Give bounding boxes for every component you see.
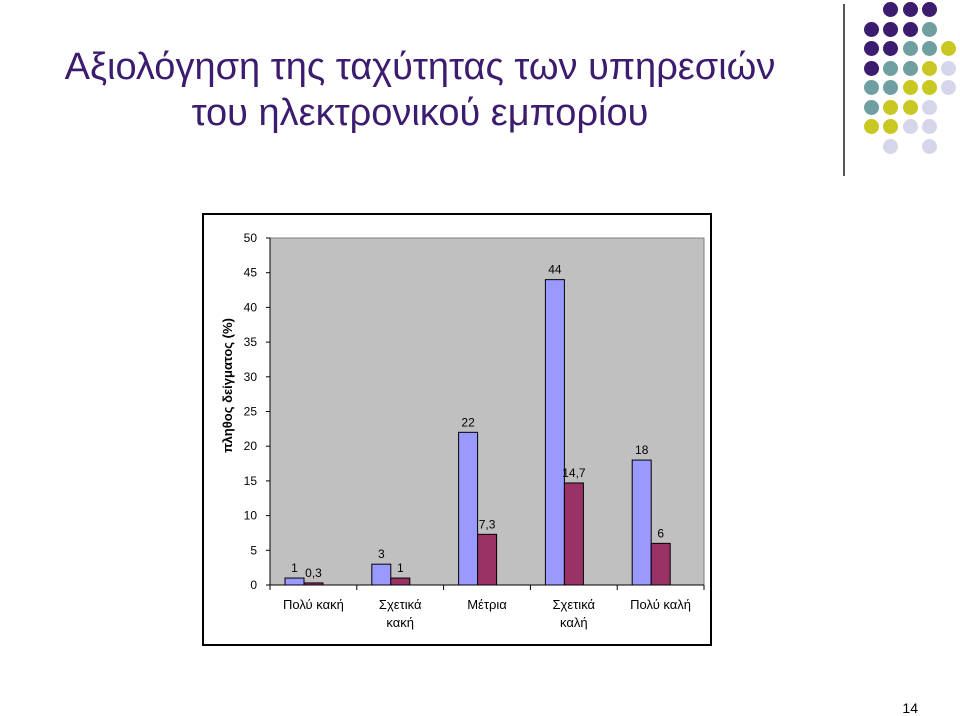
decorative-dot [883, 119, 899, 134]
decorative-dot [921, 80, 937, 95]
decorative-dot [902, 2, 918, 17]
decorative-dot [883, 99, 899, 115]
decorative-dot [883, 60, 899, 76]
bar [284, 577, 305, 586]
decorative-dot [864, 60, 879, 76]
decorative-dot [883, 2, 899, 17]
bar [371, 563, 392, 586]
y-tick-label: 0 [250, 578, 257, 592]
x-tick-label: Πολύ καλή [630, 597, 691, 612]
x-tick-label: κακή [386, 615, 414, 630]
data-label: 7,3 [479, 517, 496, 531]
x-tick-label: Σχετικά [379, 597, 422, 612]
decorative-dot [864, 21, 879, 37]
decorative-dot [921, 41, 937, 56]
y-axis-title: πληθος δείγματος (%) [220, 318, 235, 453]
plot-area [269, 237, 705, 586]
slide-title: Αξιολόγηση της ταχύτητας των υπηρεσιών τ… [0, 44, 840, 136]
decorative-dot [864, 119, 879, 134]
y-tick-label: 45 [244, 266, 258, 280]
y-tick-label: 50 [244, 231, 258, 245]
y-tick-label: 20 [244, 439, 258, 453]
data-label: 18 [635, 443, 649, 457]
slide-title-line-2: του ηλεκτρονικού εμπορίου [191, 92, 649, 134]
bar [477, 533, 498, 586]
decorative-dot [883, 138, 899, 154]
decorative-dot [902, 21, 918, 37]
data-label: 14,7 [562, 466, 586, 480]
chart-frame: 0 5 10 15 20 25 30 35 40 45 50 πληθος δείγματος (%)… [202, 213, 712, 646]
decorative-dot [902, 99, 918, 115]
decorative-dot [941, 41, 957, 56]
x-tick-label: Σχετικά [553, 597, 596, 612]
decorative-dot [921, 119, 937, 134]
decorative-dot [921, 138, 937, 154]
decorative-dot [883, 21, 899, 37]
data-label: 0,3 [305, 566, 322, 580]
decorative-dot [883, 80, 899, 95]
y-tick-label: 35 [244, 335, 258, 349]
data-label: 44 [548, 263, 562, 277]
decorative-dot [921, 21, 937, 37]
x-tick-label: καλή [560, 615, 588, 630]
y-tick-label: 30 [244, 370, 258, 384]
decorative-dot [921, 99, 937, 115]
decorative-dot [941, 80, 957, 95]
decorative-dot [864, 41, 879, 56]
decorative-dot-grid [862, 0, 960, 160]
data-label: 1 [397, 561, 404, 575]
decorative-dot [941, 60, 957, 76]
decorative-dot [902, 60, 918, 76]
decorative-dot [921, 60, 937, 76]
decorative-dot [902, 119, 918, 134]
x-tick-label: Μέτρια [467, 597, 507, 612]
x-tick-label: Πολύ κακή [283, 597, 344, 612]
bar [458, 431, 479, 586]
decorative-divider [843, 4, 845, 176]
slide-title-line-1: Αξιολόγηση της ταχύτητας των υπηρεσιών [64, 46, 776, 88]
decorative-dot [864, 99, 879, 115]
decorative-dot [902, 41, 918, 56]
page-number: 14 [902, 700, 918, 716]
y-tick-label: 5 [250, 543, 257, 557]
decorative-dot [902, 80, 918, 95]
decorative-dot [864, 80, 879, 95]
data-label: 3 [378, 547, 385, 561]
data-label: 1 [291, 561, 298, 575]
decorative-dot [921, 2, 937, 17]
bar-chart: 0 5 10 15 20 25 30 35 40 45 50 πληθος δείγματος (%)… [220, 231, 705, 630]
y-tick-label: 40 [244, 300, 258, 314]
decorative-dot [883, 41, 899, 56]
bar [563, 482, 584, 586]
data-label: 6 [657, 526, 664, 540]
y-tick-label: 15 [244, 474, 258, 488]
bar [650, 542, 671, 586]
bar [303, 582, 324, 586]
data-label: 22 [461, 415, 475, 429]
bar [631, 459, 652, 586]
y-tick-label: 10 [244, 509, 258, 523]
bar [390, 577, 411, 586]
bar [544, 279, 565, 586]
y-tick-label: 25 [244, 405, 258, 419]
